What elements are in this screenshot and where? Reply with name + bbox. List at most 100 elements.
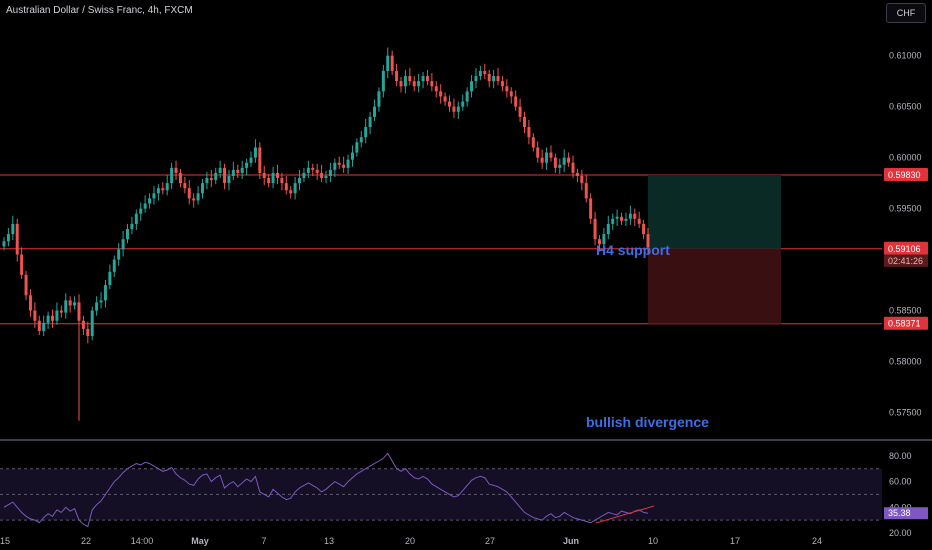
candle-body xyxy=(258,147,262,173)
candle-body xyxy=(46,315,50,323)
candle-body xyxy=(311,167,315,170)
currency-button[interactable]: CHF xyxy=(886,3,926,23)
candle-body xyxy=(90,310,94,337)
candle-body xyxy=(465,91,469,102)
time-tick-label: 7 xyxy=(261,536,266,546)
divergence-line xyxy=(595,505,655,524)
candle-body xyxy=(395,70,399,82)
price-level-label: 0.59830 xyxy=(888,170,921,180)
symbol-title: Australian Dollar / Swiss Franc, 4h, FXC… xyxy=(6,5,193,16)
candle-body xyxy=(165,183,169,191)
rsi-tick-label: 20.00 xyxy=(889,528,912,538)
candle-body xyxy=(302,172,306,179)
candle-body xyxy=(28,295,32,311)
candle-body xyxy=(496,76,500,82)
candle-body xyxy=(355,142,359,153)
candle-body xyxy=(443,96,447,102)
price-tick-label: 0.60500 xyxy=(889,102,922,112)
profit-zone[interactable] xyxy=(648,174,781,249)
candle-body xyxy=(408,76,412,82)
candle-body xyxy=(386,55,390,71)
price-tick-label: 0.58500 xyxy=(889,306,922,316)
candle-body xyxy=(280,178,284,184)
candle-body xyxy=(571,162,575,173)
candle-body xyxy=(549,152,553,158)
candle-body xyxy=(417,81,421,87)
candle-body xyxy=(77,302,81,321)
candle-body xyxy=(575,172,579,176)
candle-body xyxy=(289,190,293,194)
price-axis[interactable]: 0.61000 0.60500 0.60000 0.59500 0.58500 0.580… xyxy=(884,51,928,418)
candlestick-series xyxy=(2,47,650,421)
price-level-label: 0.59106 xyxy=(888,244,921,254)
candle-body xyxy=(64,300,68,313)
candle-body xyxy=(536,147,540,158)
candle-body xyxy=(628,213,632,219)
time-tick-label: 15 xyxy=(0,536,10,546)
candle-body xyxy=(514,96,518,107)
candle-body xyxy=(381,70,385,92)
candle-body xyxy=(611,218,615,224)
candle-body xyxy=(527,127,531,138)
price-tick-label: 0.59500 xyxy=(889,204,922,214)
candle-body xyxy=(68,300,72,306)
candle-body xyxy=(152,193,156,199)
candle-body xyxy=(253,147,257,158)
candle-body xyxy=(178,172,182,184)
candle-body xyxy=(412,81,416,87)
candle-body xyxy=(2,241,6,247)
candle-body xyxy=(620,216,624,221)
rsi-value-tag xyxy=(884,507,928,520)
candle-body xyxy=(368,116,372,128)
position-box[interactable] xyxy=(648,174,781,324)
candle-body xyxy=(192,198,196,201)
loss-zone[interactable] xyxy=(648,248,781,324)
candle-body xyxy=(108,271,112,286)
price-tick-label: 0.57500 xyxy=(889,408,922,418)
candle-body xyxy=(170,167,174,184)
candle-body xyxy=(633,213,637,219)
candle-body xyxy=(262,172,266,179)
candle-body xyxy=(439,91,443,97)
rsi-tick-label: 60.00 xyxy=(889,477,912,487)
candle-body xyxy=(6,234,10,242)
candle-body xyxy=(478,70,482,77)
candle-body xyxy=(95,302,99,311)
candle-body xyxy=(470,81,474,92)
candle-body xyxy=(205,178,209,184)
annotation-bullish-divergence[interactable]: bullish divergence xyxy=(586,414,709,430)
rsi-tick-label: 80.00 xyxy=(889,451,912,461)
annotations-layer: H4 support bullish divergence xyxy=(586,242,709,430)
candle-body xyxy=(562,157,566,165)
candle-body xyxy=(112,259,116,272)
candle-body xyxy=(11,223,15,235)
candle-body xyxy=(642,223,646,235)
candle-body xyxy=(130,223,134,229)
time-axis[interactable]: 15 22 14:00 May 7 13 20 27 Jun 10 17 24 xyxy=(0,536,822,546)
candle-body xyxy=(174,167,178,173)
candle-body xyxy=(139,208,143,214)
time-tick-label: 27 xyxy=(485,536,495,546)
time-tick-label: 20 xyxy=(405,536,415,546)
candle-body xyxy=(227,175,231,184)
candle-body xyxy=(333,162,337,170)
candle-body xyxy=(337,162,341,165)
candle-body xyxy=(461,101,465,107)
time-tick-label: Jun xyxy=(563,536,579,546)
candle-body xyxy=(500,81,504,87)
candle-body xyxy=(37,320,41,331)
candle-body xyxy=(487,74,491,82)
candle-body xyxy=(540,157,544,163)
candle-body xyxy=(196,193,200,201)
candle-body xyxy=(403,76,407,87)
annotation-h4-support[interactable]: H4 support xyxy=(596,242,670,258)
candle-body xyxy=(558,164,562,168)
candle-body xyxy=(134,213,138,224)
candle-body xyxy=(505,86,509,92)
time-tick-label: 17 xyxy=(730,536,740,546)
candle-body xyxy=(231,169,235,176)
candle-body xyxy=(200,183,204,194)
candle-body xyxy=(509,91,513,97)
